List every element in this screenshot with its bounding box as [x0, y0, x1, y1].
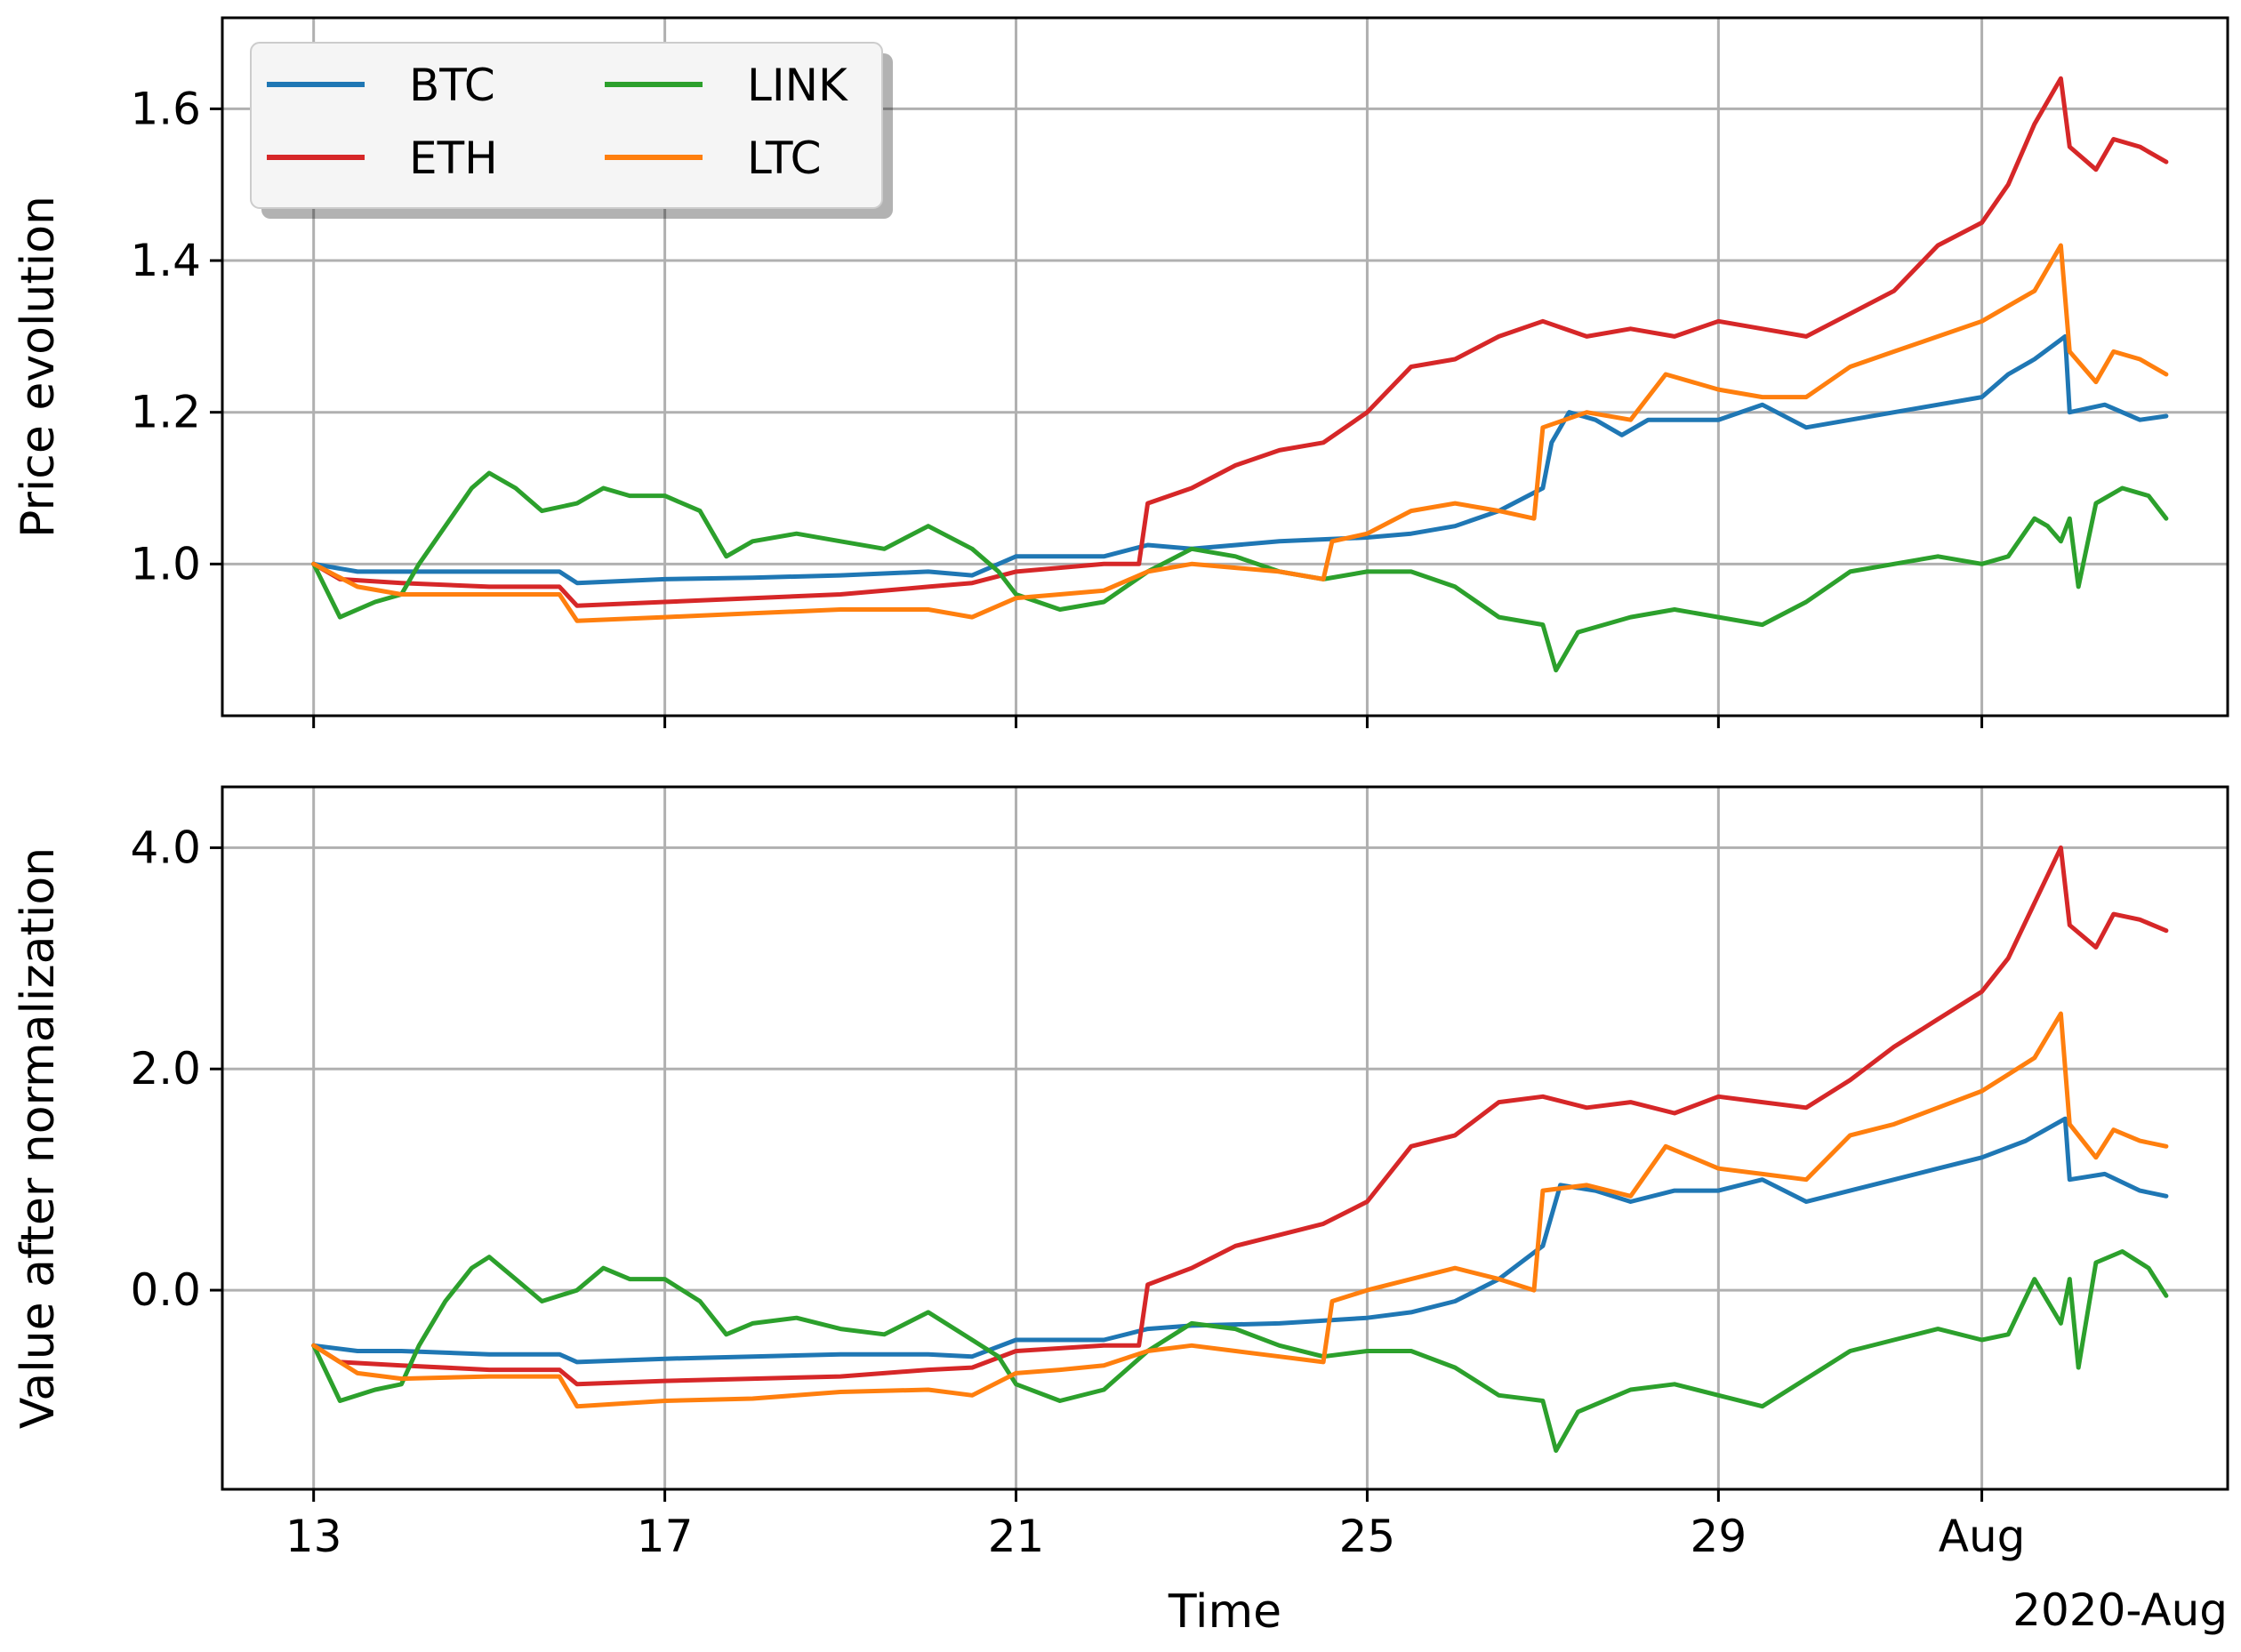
- series-line-btc: [311, 1116, 2169, 1365]
- y-tick-label: 1.4: [130, 235, 201, 286]
- legend: BTC ETH LINK LTC: [250, 42, 893, 219]
- top-series-lines: [311, 76, 2169, 673]
- series-line-ltc: [311, 243, 2169, 623]
- x-tick-label: 21: [988, 1511, 1045, 1562]
- series-line-eth: [311, 845, 2169, 1387]
- y-tick-label: 1.2: [130, 387, 201, 438]
- series-line-btc: [311, 333, 2169, 586]
- legend-box: [250, 42, 883, 209]
- x-axis-offset-label: 2020-Aug: [2012, 1584, 2228, 1636]
- bottom-grid: [222, 787, 2228, 1489]
- top-axes-frame: [221, 16, 2229, 718]
- x-tick-label: 25: [1339, 1511, 1396, 1562]
- bottom-y-axis-label: Value after normalization: [12, 847, 65, 1429]
- legend-label-link: LINK: [747, 60, 848, 111]
- legend-label-btc: BTC: [409, 60, 495, 111]
- x-tick-label: 13: [285, 1511, 342, 1562]
- bottom-x-ticks: 13 17 21 25 29 Aug: [285, 1489, 2026, 1562]
- top-x-ticks: [312, 716, 1984, 728]
- bottom-y-ticks: 0.0 2.0 4.0: [130, 822, 222, 1316]
- x-tick-label: 29: [1691, 1511, 1747, 1562]
- legend-label-ltc: LTC: [747, 132, 822, 184]
- legend-label-eth: ETH: [409, 132, 498, 184]
- x-axis-label: Time: [1168, 1585, 1281, 1639]
- y-tick-label: 1.0: [130, 538, 201, 589]
- legend-items: BTC ETH LINK LTC: [267, 60, 848, 184]
- x-tick-label: 17: [637, 1511, 694, 1562]
- y-tick-label: 4.0: [130, 822, 201, 873]
- top-grid: [222, 18, 2228, 716]
- y-tick-label: 0.0: [130, 1264, 201, 1316]
- series-line-link: [311, 1249, 2169, 1453]
- normalized-value-panel: 0.0 2.0 4.0 13 17 21 25 29 Aug Value after norm…: [12, 785, 2229, 1639]
- x-tick-label: Aug: [1939, 1511, 2026, 1562]
- price-evolution-panel: 1.0 1.2 1.4 1.6 Price evolution BTC ETH LINK L…: [12, 16, 2229, 728]
- bottom-axes-frame: [221, 785, 2229, 1491]
- y-tick-label: 1.6: [130, 83, 201, 134]
- series-line-eth: [311, 76, 2169, 608]
- series-line-ltc: [311, 1011, 2169, 1409]
- bottom-series-lines: [311, 845, 2169, 1453]
- series-line-link: [311, 470, 2169, 673]
- top-y-axis-label: Price evolution: [12, 196, 65, 538]
- y-tick-label: 2.0: [130, 1043, 201, 1095]
- top-y-ticks: 1.0 1.2 1.4 1.6: [130, 83, 222, 589]
